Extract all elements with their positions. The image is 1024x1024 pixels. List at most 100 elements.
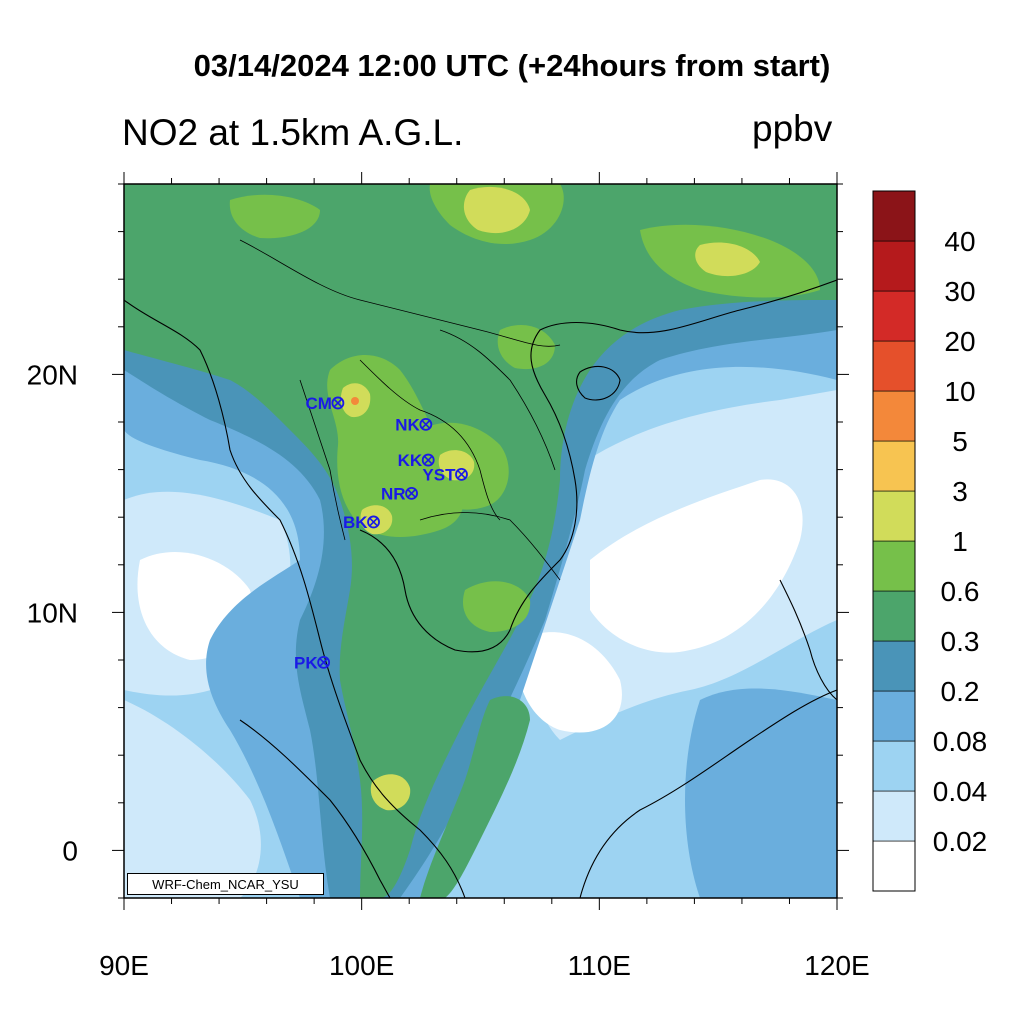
y-tick-label: 10N	[27, 597, 78, 628]
coastline-hainan	[576, 365, 621, 401]
contour-lightgreen-hanoi	[497, 325, 555, 370]
colorbar-swatch	[872, 540, 916, 592]
colorbar-level-label: 20	[944, 326, 975, 357]
colorbar-level-label: 1	[952, 526, 968, 557]
y-tick-label: 20N	[27, 359, 78, 390]
station-marker-nr: NR	[381, 484, 418, 503]
contour-yellow-east-china	[695, 242, 760, 277]
colorbar-swatch	[872, 490, 916, 542]
x-tick-label: 120E	[804, 950, 869, 981]
colorbar-swatch	[872, 840, 916, 892]
station-label: YST	[422, 465, 456, 484]
contour-moderate-borneo	[685, 688, 837, 898]
contour-yellow-kl	[370, 774, 411, 811]
station-symbol	[419, 417, 433, 431]
station-symbol	[317, 655, 331, 669]
contour-white-southchina-sea	[590, 479, 803, 653]
coastline-borneo	[579, 689, 837, 898]
border-thailand-laos	[359, 359, 501, 521]
colorbar-level-label: 0.3	[941, 626, 980, 657]
unit-label: ppbv	[752, 108, 833, 149]
station-symbol	[405, 486, 418, 500]
colorbar-level-label: 0.2	[941, 676, 980, 707]
colorbar-level-label: 0.02	[933, 826, 988, 857]
station-cross	[333, 398, 343, 408]
station-marker-bk: BK	[343, 513, 380, 532]
station-label: BK	[343, 513, 368, 532]
country-borders	[239, 239, 561, 581]
colorbar-frame	[872, 190, 916, 892]
contour-lightgreen-west-china	[229, 194, 320, 239]
contour-green-indochina	[124, 184, 837, 898]
coastline-gulf-thailand	[359, 279, 837, 653]
station-symbol	[367, 515, 380, 529]
station-label: PK	[294, 653, 318, 672]
station-cross	[407, 489, 416, 498]
colorbar-swatch	[872, 590, 916, 642]
colorbar-swatch	[872, 390, 916, 442]
colorbar-swatch	[872, 290, 916, 342]
map-frame	[123, 183, 838, 899]
colorbar: 0.02 0.04 0.08 0.2 0.3 0.6 1 3 5 10 20 30 40	[872, 190, 988, 892]
colorbar-swatch	[872, 190, 916, 242]
x-tick-label: 100E	[329, 950, 394, 981]
station-label: CM	[305, 394, 331, 413]
contour-lightgreen-cambodia	[462, 581, 531, 632]
station-cross	[319, 658, 329, 667]
colorbar-level-label: 0.08	[933, 726, 988, 757]
contour-white-gulf	[517, 632, 622, 733]
station-marker-pk: PK	[294, 653, 331, 672]
station-symbol	[455, 467, 468, 481]
contour-yellow-china	[463, 186, 530, 234]
variable-label: NO2 at 1.5km A.G.L.	[122, 112, 464, 153]
x-tick-label: 90E	[99, 950, 149, 981]
map-area	[124, 184, 837, 898]
station-symbol	[421, 453, 435, 467]
station-cross	[457, 469, 466, 479]
colorbar-swatch	[872, 640, 916, 692]
station-cross	[423, 455, 433, 465]
station-marker-kk: KK	[398, 451, 435, 470]
colorbar-level-label: 0.04	[933, 776, 988, 807]
station-label: NK	[395, 415, 420, 434]
colorbar-swatch	[872, 340, 916, 392]
colorbar-swatch	[872, 240, 916, 292]
colorbar-swatch	[872, 690, 916, 742]
border-laos-vietnam	[439, 329, 556, 471]
contour-green-malay	[420, 696, 530, 898]
axis-ticks: 90E 100E 110E 120E 0 10N 20N	[27, 172, 870, 981]
border-myanmar-thailand	[299, 379, 346, 541]
contour-yellow-khorat	[438, 450, 475, 481]
station-marker-cm: CM	[305, 394, 345, 413]
station-label: NR	[381, 484, 406, 503]
colorbar-swatch	[872, 740, 916, 792]
colorbar-level-label: 5	[952, 426, 968, 457]
coastline-philippines	[779, 579, 837, 701]
plot-title: 03/14/2024 12:00 UTC (+24hours from star…	[193, 48, 831, 83]
coastlines	[124, 279, 837, 898]
colorbar-level-label: 10	[944, 376, 975, 407]
station-cross	[421, 420, 431, 429]
coastline-indochina	[124, 299, 466, 898]
colorbar-swatch	[872, 440, 916, 492]
border-china-southeast-asia	[239, 239, 561, 347]
contour-peak-chiangmai	[351, 397, 359, 405]
coastline-sumatra	[239, 719, 391, 898]
colorbar-level-label: 3	[952, 476, 968, 507]
station-cross	[369, 517, 378, 527]
model-credit: WRF-Chem_NCAR_YSU	[127, 873, 324, 895]
colorbar-swatch	[872, 790, 916, 842]
colorbar-level-label: 40	[944, 226, 975, 257]
border-cambodia	[419, 512, 561, 581]
colorbar-level-label: 0.6	[941, 576, 980, 607]
y-tick-label: 0	[62, 835, 78, 866]
x-tick-label: 110E	[568, 950, 631, 981]
station-symbol	[331, 396, 345, 410]
contour-very-low-indian-ocean	[124, 700, 261, 898]
station-marker-nk: NK	[395, 415, 433, 434]
colorbar-level-label: 30	[944, 276, 975, 307]
station-label: KK	[398, 451, 423, 470]
station-marker-yst: YST	[422, 465, 468, 484]
